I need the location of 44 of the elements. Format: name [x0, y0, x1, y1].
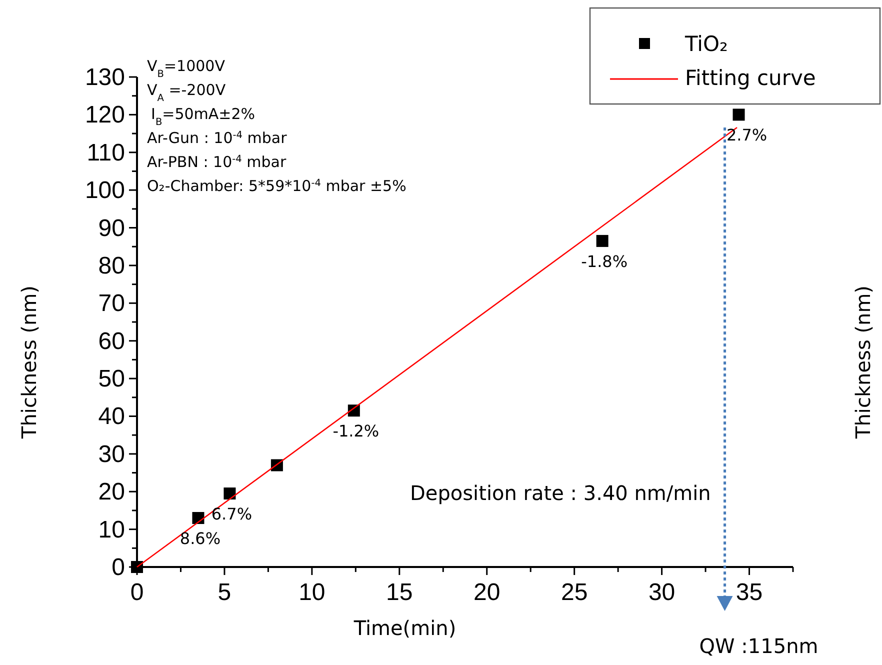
annotation: 2.7%: [726, 126, 768, 145]
x-tick-label: 20: [474, 579, 500, 606]
y-tick-label: 30: [98, 440, 125, 468]
y-tick-label: 0: [112, 554, 125, 581]
annotation: Ar-Gun : 10$^{-4}$ mbar: [147, 129, 288, 147]
y-tick-label: 60: [98, 328, 125, 355]
annotation: I$_{B}$=50mA±2%: [151, 105, 256, 128]
annotation: -1.2%: [332, 422, 380, 441]
x-tick-label: 35: [736, 579, 763, 606]
x-tick-label: 10: [298, 579, 326, 606]
annotation: 8.6%: [180, 529, 221, 548]
y-tick-label: 120: [84, 102, 125, 129]
y-tick-label: 70: [98, 290, 125, 318]
x-tick-label: 15: [386, 579, 413, 606]
legend-label: TiO₂: [684, 32, 728, 56]
y-tick-label: 100: [84, 177, 125, 204]
y-tick-label: 40: [98, 403, 125, 430]
annotation: Ar-PBN : 10$^{-4}$ mbar: [147, 153, 287, 171]
y-tick-label: 110: [86, 139, 125, 166]
y-tick-label: 20: [98, 478, 125, 506]
y-tick-label: 50: [98, 366, 125, 393]
point: [596, 234, 608, 247]
x-tick-label: 25: [560, 579, 588, 606]
annotation: 6.7%: [211, 504, 252, 524]
point: [192, 512, 204, 524]
legend-label: Fitting curve: [685, 66, 816, 90]
annotation: -1.8%: [581, 252, 628, 271]
point: [732, 108, 745, 121]
y-tick-label: 90: [98, 214, 125, 242]
annotation: V$_{A}$ =-200V: [147, 81, 226, 104]
y-tick-label: 130: [84, 64, 125, 91]
y-axis-title: Thickness (nm): [17, 286, 41, 440]
x-tick-label: 30: [648, 579, 676, 606]
x-tick-label: 5: [218, 579, 232, 606]
y-tick-label: 10: [98, 516, 125, 544]
text: QW :115nm: [699, 634, 818, 658]
y-tick-label: 80: [98, 252, 125, 280]
x-axis-title: Time(min): [352, 616, 456, 640]
x-tick-label: 0: [130, 579, 144, 606]
annotation: Deposition rate : 3.40 nm/min: [410, 481, 711, 505]
y2-axis-title: Thickness (nm): [851, 286, 875, 440]
point: [224, 488, 236, 500]
annotation: V$_{B}$=1000V: [147, 57, 226, 80]
annotation: O₂-Chamber: 5*59*10$^{-4}$ mbar ±5%: [147, 177, 406, 195]
